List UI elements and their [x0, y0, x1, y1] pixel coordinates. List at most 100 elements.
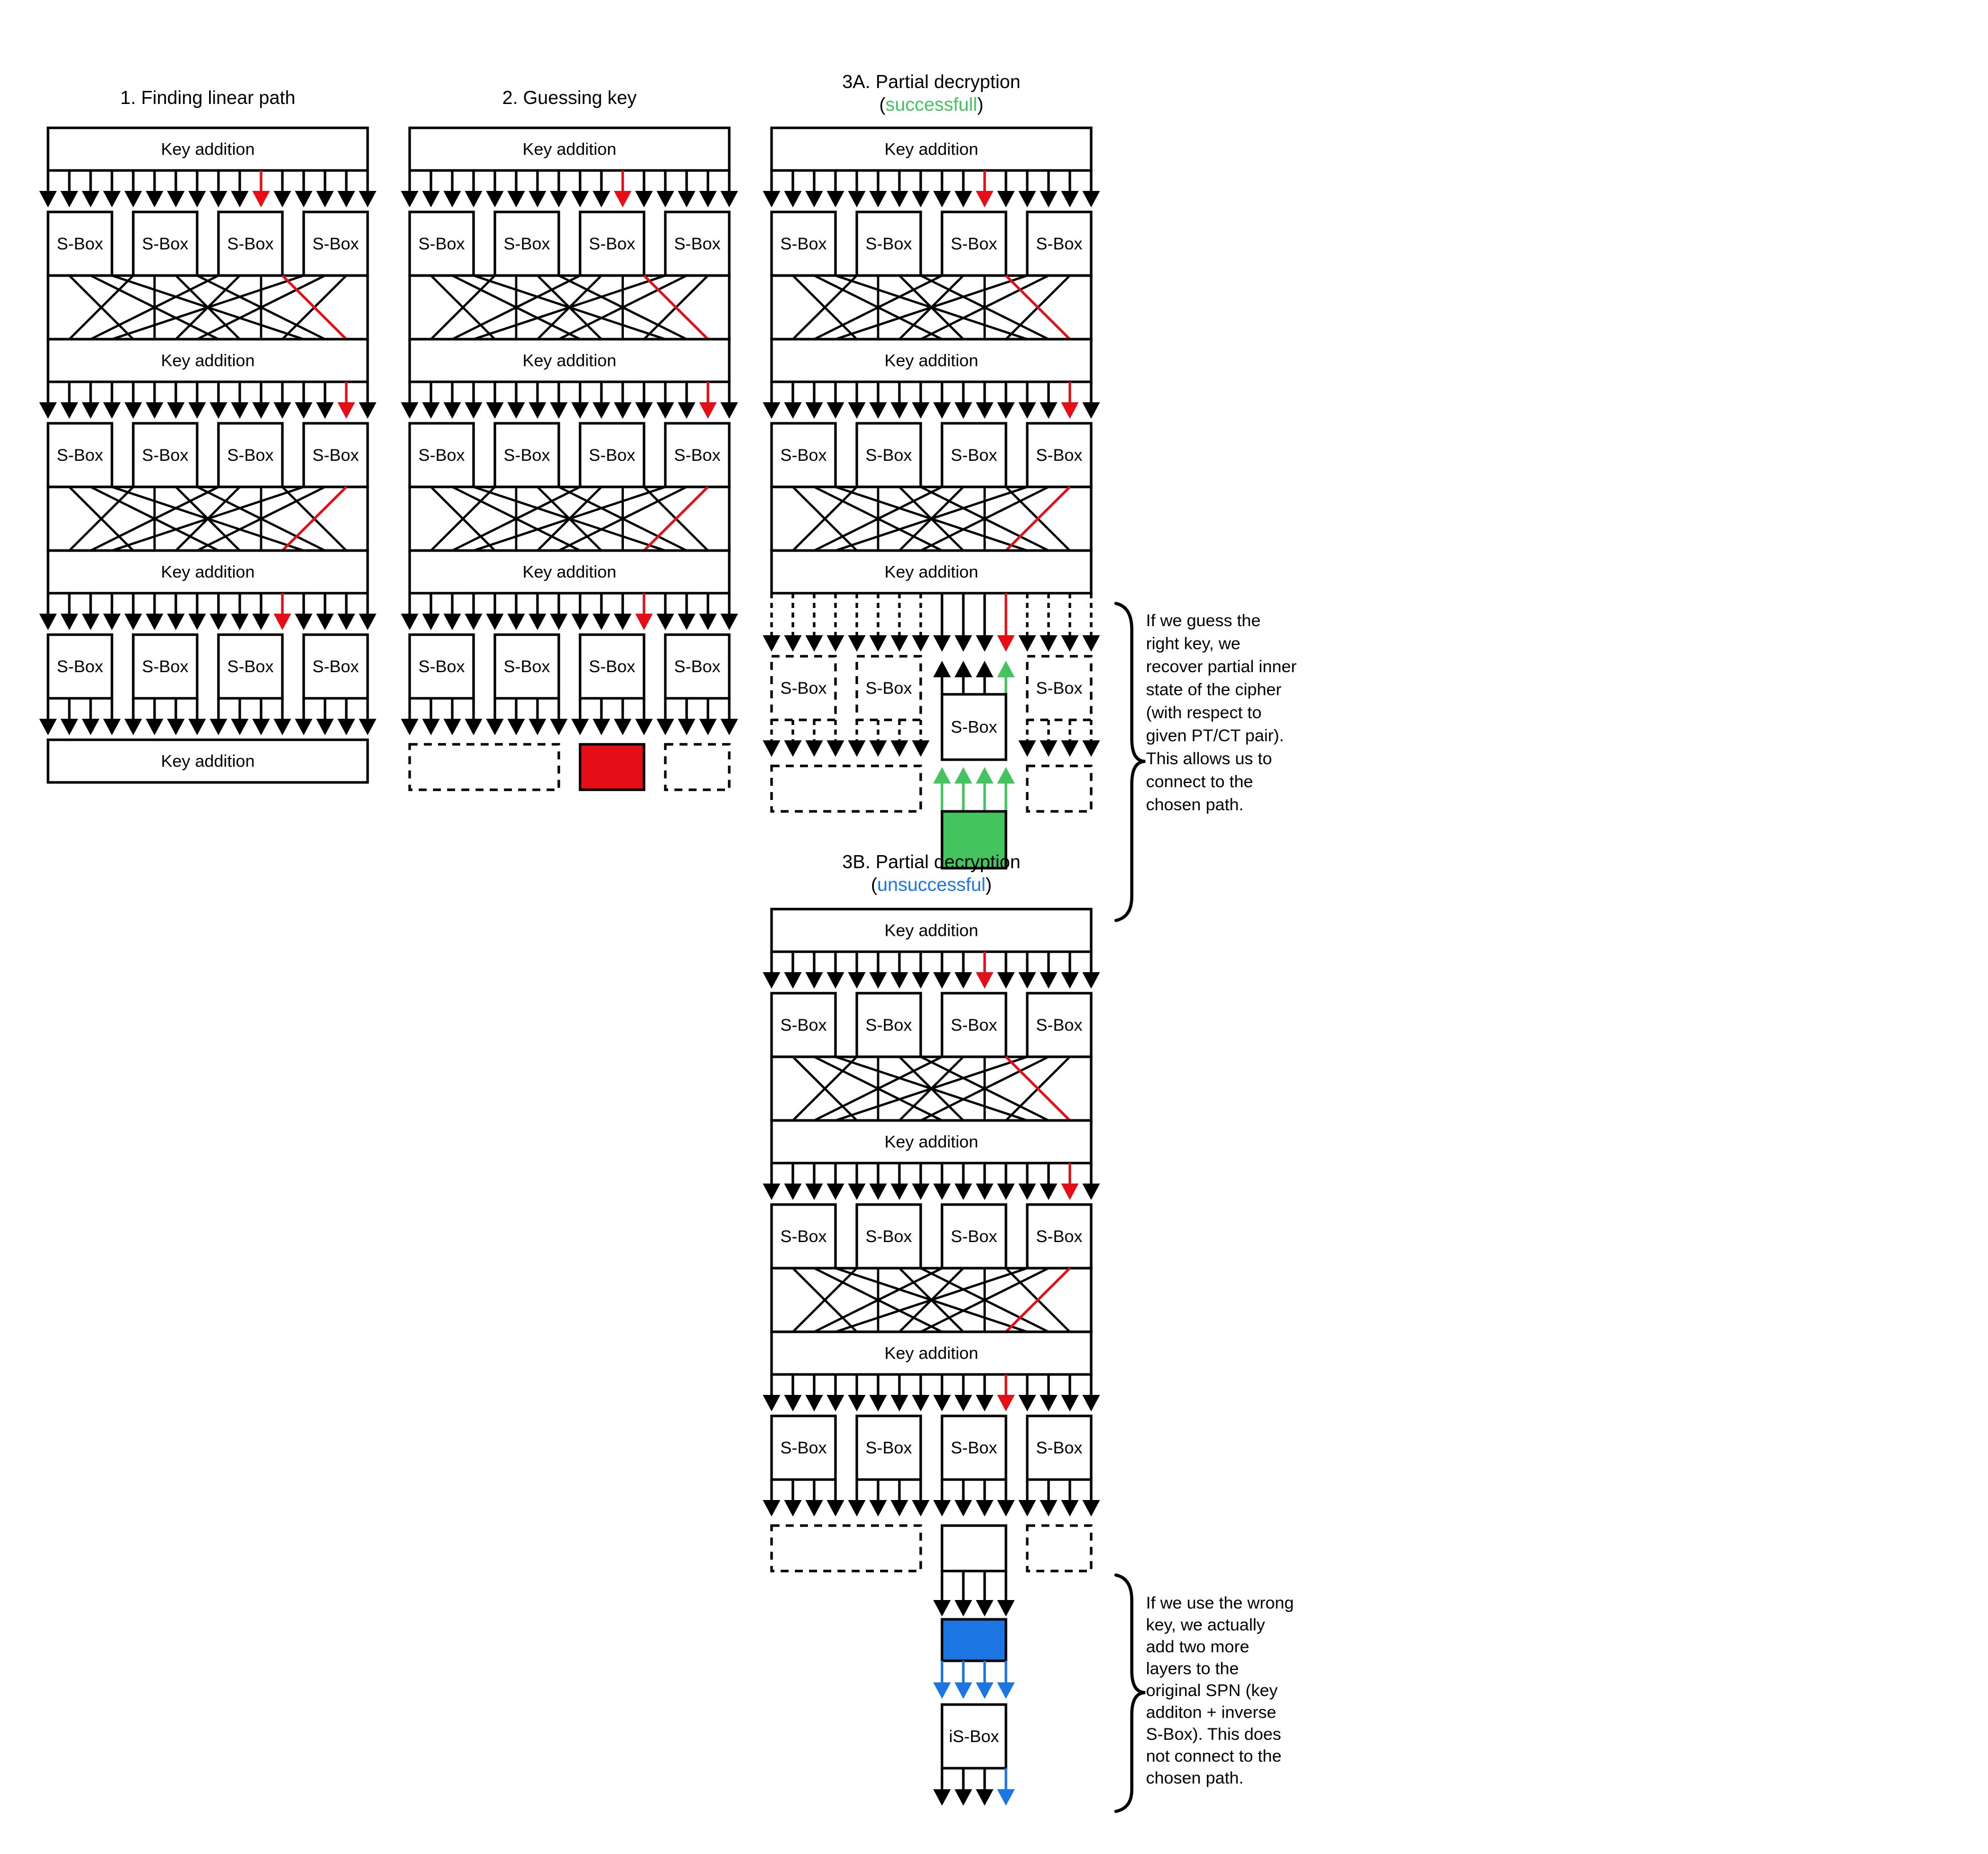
arrow-head: [252, 191, 270, 207]
annotation-3b-line: key, we actually: [1146, 1616, 1265, 1635]
perm-line-red: [281, 274, 348, 340]
arrow-head: [933, 972, 951, 989]
perm-line: [68, 486, 134, 552]
arrow-head: [955, 972, 972, 989]
arrow-head: [1061, 740, 1079, 757]
arrow-head: [359, 402, 377, 419]
arrow-head: [890, 1395, 908, 1411]
panel3a-title-close: ): [977, 94, 983, 115]
arrow-head: [762, 402, 781, 419]
arrow-head: [997, 1184, 1015, 1200]
arrow-head: [678, 614, 695, 630]
perm-line: [920, 486, 1049, 552]
arrow-head: [869, 402, 887, 419]
spn-panels: Key addition S-Box S-Box S-Box S-Box Key addi…: [39, 126, 1100, 1806]
sbox-label: S-Box: [865, 446, 912, 465]
arrow-head: [1040, 740, 1057, 757]
key-addition-label: Key addition: [161, 352, 255, 370]
arrow-head: [827, 1500, 844, 1516]
arrow-head: [976, 972, 994, 989]
arrow-head: [550, 719, 568, 735]
arrow-head: [359, 191, 377, 207]
annotation-3b-line: additon + inverse: [1146, 1703, 1276, 1722]
arrow-head: [273, 402, 291, 419]
perm-line: [792, 274, 858, 340]
sbox-label: S-Box: [418, 446, 465, 465]
perm-line: [920, 1056, 1049, 1122]
arrow-head: [827, 1395, 844, 1411]
sbox-label: S-Box: [142, 446, 189, 465]
arrow-head: [614, 614, 632, 630]
up-arrow-head: [976, 661, 994, 677]
arrow-head: [869, 1500, 887, 1516]
sbox: [940, 991, 1007, 1059]
perm-line: [558, 274, 687, 340]
arrow-head: [635, 719, 653, 735]
arrow-head: [401, 614, 419, 630]
arrow-head: [614, 719, 632, 735]
sbox-label: S-Box: [57, 235, 103, 253]
arrow-head: [762, 972, 781, 989]
perm-line: [920, 274, 1049, 340]
arrow-head: [443, 191, 461, 207]
sbox: [408, 210, 475, 277]
arrow-head: [188, 719, 206, 735]
panel1-title: 1. Finding linear path: [120, 87, 295, 108]
arrow-head: [103, 402, 121, 419]
arrow-head: [359, 614, 377, 630]
arrow-head: [1040, 635, 1057, 652]
arrow-head: [720, 402, 738, 419]
key-addition-label: Key addition: [161, 752, 255, 771]
arrow-head: [784, 402, 802, 419]
arrow-head: [1018, 1500, 1036, 1516]
guessed-key-red-box: [578, 743, 645, 791]
arrow-head: [1018, 740, 1036, 757]
sbox-label: S-Box: [951, 718, 997, 737]
arrow-head: [997, 972, 1015, 989]
perm-line: [68, 274, 134, 340]
arrow-head: [295, 191, 312, 207]
sbox: [578, 210, 645, 277]
arrow-head: [167, 719, 185, 735]
arrow-head: [1018, 191, 1036, 207]
sbox-label: S-Box: [503, 446, 550, 465]
arrow-head: [1061, 402, 1079, 419]
perm-line-red: [1005, 1056, 1071, 1122]
arrow-head: [955, 402, 972, 419]
arrow-head: [890, 740, 908, 757]
arrow-head: [848, 740, 866, 757]
sbox: [1026, 991, 1093, 1059]
sbox: [770, 422, 837, 489]
arrow-head: [1018, 972, 1036, 989]
arrow-head: [210, 614, 227, 630]
arrow-head: [933, 635, 951, 652]
arrow-head: [997, 1600, 1015, 1616]
key-addition-box: [408, 338, 731, 384]
annotation-3a: If we guess the right key, we recover pa…: [1146, 611, 1297, 814]
perm-line: [814, 1056, 943, 1122]
arrow-head: [422, 719, 440, 735]
arrow-head: [337, 614, 355, 630]
sbox: [493, 633, 560, 700]
sbox-label: S-Box: [865, 679, 912, 698]
sbox: [1026, 210, 1093, 277]
perm-line: [792, 486, 858, 552]
perm-line: [920, 1267, 1049, 1333]
arrow-head: [39, 719, 57, 735]
decrypt-placeholder-dashed-box: [770, 1524, 922, 1573]
arrow-head: [848, 972, 866, 989]
up-arrow-head: [933, 767, 951, 784]
sbox-label: S-Box: [780, 1439, 827, 1457]
arrow-head: [593, 614, 610, 630]
sbox-label: S-Box: [780, 1227, 827, 1246]
brace-3b: [1114, 1573, 1146, 1813]
arrow-head: [528, 614, 547, 630]
arrow-head: [593, 191, 610, 207]
arrow-head: [869, 191, 887, 207]
perm-line: [835, 274, 1028, 340]
perm-line: [430, 274, 496, 340]
arrow-head: [848, 1184, 866, 1200]
arrow-head: [443, 719, 461, 735]
arrow-head: [869, 740, 887, 757]
